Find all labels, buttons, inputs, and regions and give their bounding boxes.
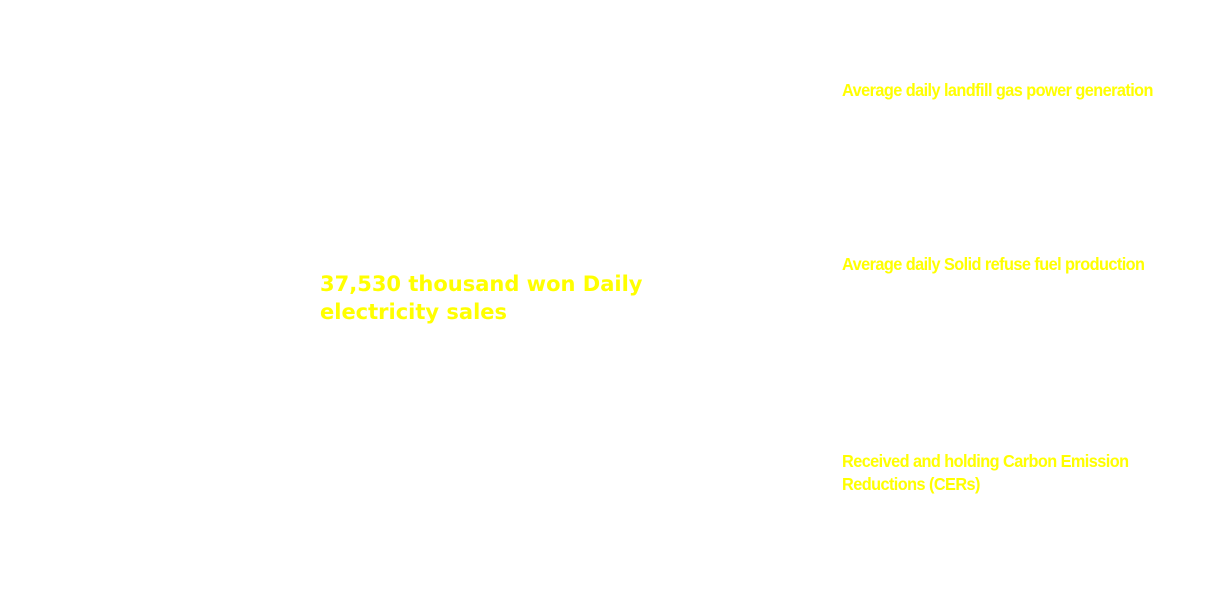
- daily-electricity-sales-stat: 37,530 thousand won Daily electricity sa…: [320, 272, 643, 324]
- landfill-gas-power-generation-label: Average daily landfill gas power generat…: [842, 80, 1153, 100]
- carbon-emission-reductions-label: Received and holding Carbon Emission Red…: [842, 451, 1129, 494]
- solid-refuse-fuel-production-label: Average daily Solid refuse fuel producti…: [842, 254, 1145, 274]
